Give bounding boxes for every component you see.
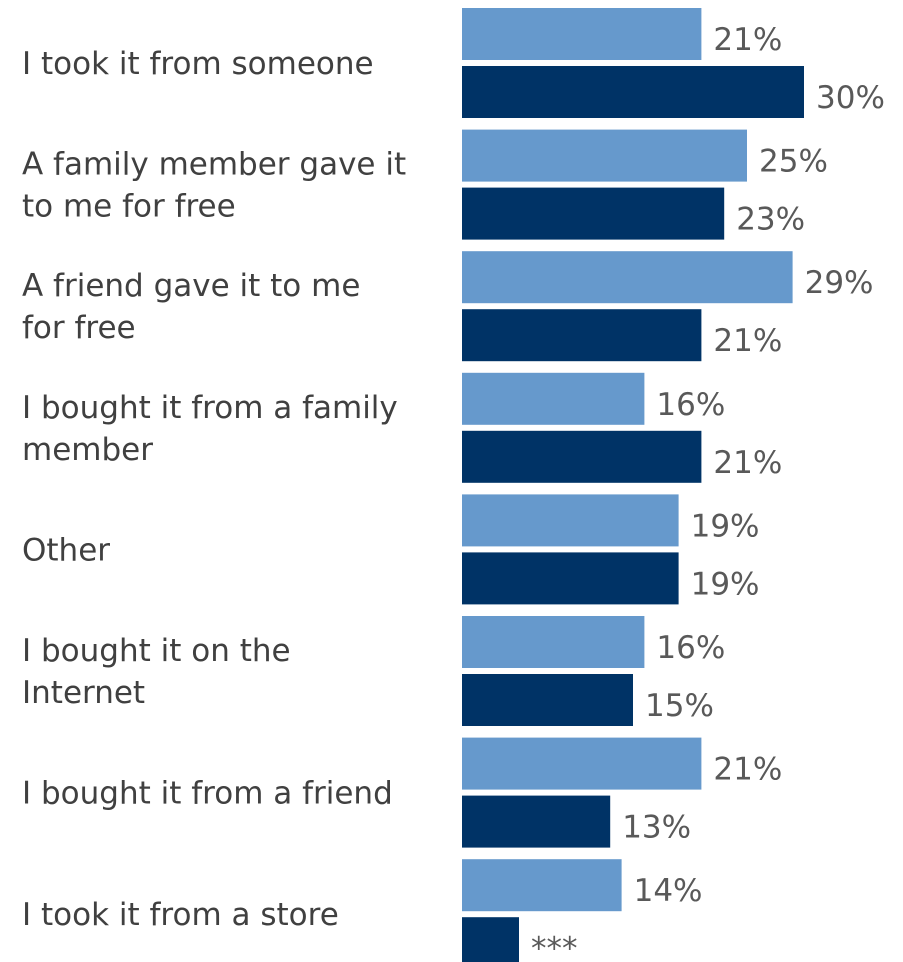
bars-group xyxy=(462,8,804,962)
category-label-2-line-1: A family member gave it xyxy=(22,147,406,183)
category-label-1-line-1: I took it from someone xyxy=(22,46,374,82)
category-label-2-line-2: to me for free xyxy=(22,189,236,225)
bar-5-series-2 xyxy=(462,552,679,605)
category-label-3-line-2: for free xyxy=(22,310,136,346)
value-label-2-series-2: 23% xyxy=(736,202,805,238)
category-label-5-line-1: Other xyxy=(22,532,110,568)
value-labels-group: 21% 30% 25% 23%29% 21% 16% 21% 19% 19% 16% 15% 21% 1… xyxy=(531,22,885,962)
bar-3-series-1 xyxy=(462,251,793,304)
category-label-6-line-2: Internet xyxy=(22,675,145,711)
value-label-1-series-2: 30% xyxy=(816,80,885,116)
category-label-4-line-1: I bought it from a family xyxy=(22,390,398,426)
category-label-7-line-1: I bought it from a friend xyxy=(22,776,393,812)
bar-1-series-2 xyxy=(462,66,804,118)
category-label-3-line-1: A friend gave it to me xyxy=(22,268,360,304)
value-label-3-series-2: 21% xyxy=(713,323,782,359)
value-label-5-series-1: 19% xyxy=(691,508,760,544)
value-label-7-series-1: 21% xyxy=(713,752,782,788)
bar-5-series-1 xyxy=(462,494,679,547)
category-label-8-line-1: I took it from a store xyxy=(22,897,339,933)
bar-4-series-2 xyxy=(462,430,702,483)
category-labels-group: I took it from someone A family member ga… xyxy=(22,46,406,933)
bar-1-series-1 xyxy=(462,8,702,60)
bar-7-series-2 xyxy=(462,795,611,848)
bar-8-series-1 xyxy=(462,859,622,912)
category-label-4-line-2: member xyxy=(22,432,153,468)
value-label-5-series-2: 19% xyxy=(691,566,760,602)
value-label-1-series-1: 21% xyxy=(713,22,782,58)
value-label-3-series-1: 29% xyxy=(805,265,874,301)
bar-4-series-1 xyxy=(462,372,645,425)
value-label-6-series-1: 16% xyxy=(656,630,725,666)
value-label-8-series-1: 14% xyxy=(634,873,703,909)
value-label-8-series-2: *** xyxy=(531,931,578,962)
category-label-6-line-1: I bought it on the xyxy=(22,633,291,669)
value-label-2-series-1: 25% xyxy=(759,144,828,180)
bar-6-series-1 xyxy=(462,616,645,668)
bar-2-series-2 xyxy=(462,187,725,240)
value-label-4-series-2: 21% xyxy=(713,445,782,481)
value-label-4-series-1: 16% xyxy=(656,387,725,423)
bar-3-series-2 xyxy=(462,309,702,362)
value-label-7-series-2: 13% xyxy=(622,810,691,846)
bar-6-series-2 xyxy=(462,674,633,726)
bar-8-series-2 xyxy=(462,917,519,962)
bar-2-series-1 xyxy=(462,129,747,182)
value-label-6-series-2: 15% xyxy=(645,688,714,724)
bar-7-series-1 xyxy=(462,737,702,790)
